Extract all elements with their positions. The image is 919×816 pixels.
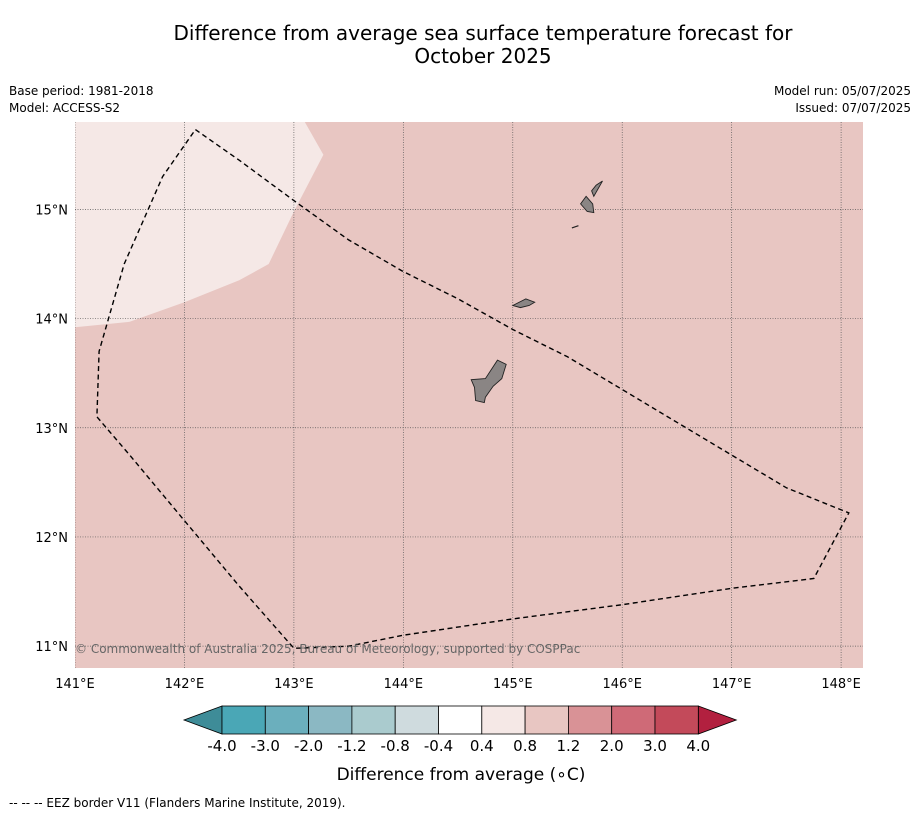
title-line-1: Difference from average sea surface temp… bbox=[173, 21, 793, 45]
island-land bbox=[591, 180, 603, 198]
map-panel: © Commonwealth of Australia 2025, Bureau… bbox=[75, 122, 863, 668]
anomaly-field-0.4-0.8 bbox=[75, 122, 324, 328]
colorbar-tick-label: -1.2 bbox=[337, 737, 366, 755]
colorbar-tick-label: 4.0 bbox=[686, 737, 710, 755]
issued-date: Issued: 07/07/2025 bbox=[795, 101, 911, 115]
colorbar-tick-label: -0.8 bbox=[381, 737, 410, 755]
lon-tick-label: 148°E bbox=[821, 677, 861, 692]
colorbar-segment bbox=[568, 705, 613, 735]
lon-tick-label: 141°E bbox=[55, 677, 95, 692]
islet-land bbox=[571, 225, 579, 229]
lon-tick-label: 145°E bbox=[493, 677, 533, 692]
lon-tick-label: 146°E bbox=[602, 677, 642, 692]
chart-title: Difference from average sea surface temp… bbox=[140, 22, 826, 68]
colorbar: -4.0 -3.0 -2.0 -1.2 -0.8 -0.4 0.4 0.8 1.2 2.0 3.0 4… bbox=[182, 705, 738, 785]
lat-tick-label: 12°N bbox=[35, 531, 68, 546]
colorbar-tick-label: -3.0 bbox=[251, 737, 280, 755]
colorbar-tick-label: 2.0 bbox=[600, 737, 624, 755]
eez-border bbox=[96, 129, 850, 650]
model-run: Model run: 05/07/2025 bbox=[773, 84, 911, 98]
colorbar-tick-label: 0.4 bbox=[470, 737, 494, 755]
lat-tick-label: 13°N bbox=[35, 422, 68, 437]
model-name: Model: ACCESS-S2 bbox=[9, 101, 121, 115]
island-land bbox=[580, 195, 595, 214]
lon-tick-label: 143°E bbox=[274, 677, 314, 692]
colorbar-segment bbox=[264, 705, 309, 735]
base-period: Base period: 1981-2018 bbox=[9, 84, 154, 98]
colorbar-segment bbox=[394, 705, 439, 735]
colorbar-segment bbox=[481, 705, 526, 735]
colorbar-tick-label: -4.0 bbox=[207, 737, 236, 755]
meta-right: Model run: 05/07/2025 Issued: 07/07/2025 bbox=[774, 83, 911, 117]
lat-tick-label: 14°N bbox=[35, 313, 68, 328]
copyright-notice: © Commonwealth of Australia 2025, Bureau… bbox=[75, 642, 580, 656]
colorbar-over-arrow bbox=[697, 705, 738, 735]
colorbar-segment bbox=[654, 705, 699, 735]
colorbar-tick-label: -0.4 bbox=[424, 737, 453, 755]
colorbar-segment bbox=[221, 705, 266, 735]
eez-footnote: -- -- -- EEZ border V11 (Flanders Marine… bbox=[9, 796, 346, 810]
colorbar-segment bbox=[611, 705, 656, 735]
lon-tick-label: 142°E bbox=[165, 677, 205, 692]
colorbar-segment bbox=[524, 705, 569, 735]
lon-tick-label: 144°E bbox=[384, 677, 424, 692]
colorbar-under-arrow bbox=[182, 705, 223, 735]
colorbar-segment bbox=[308, 705, 353, 735]
island-land bbox=[511, 298, 536, 309]
lon-tick-label: 147°E bbox=[712, 677, 752, 692]
lat-tick-label: 11°N bbox=[35, 640, 68, 655]
colorbar-tick-label: 1.2 bbox=[556, 737, 580, 755]
title-line-2: October 2025 bbox=[414, 44, 552, 68]
lat-tick-label: 15°N bbox=[35, 203, 68, 218]
map-axes: 141°E 142°E 143°E 144°E 145°E 146°E 147°E 148°E… bbox=[35, 203, 861, 692]
colorbar-tick-label: 0.8 bbox=[513, 737, 537, 755]
colorbar-tick-label: -2.0 bbox=[294, 737, 323, 755]
island-land bbox=[470, 359, 507, 404]
colorbar-segment bbox=[438, 705, 483, 735]
meta-left: Base period: 1981-2018 Model: ACCESS-S2 bbox=[9, 83, 154, 117]
colorbar-label: Difference from average (∘C) bbox=[337, 765, 586, 785]
colorbar-segment bbox=[351, 705, 396, 735]
colorbar-tick-label: 3.0 bbox=[643, 737, 667, 755]
